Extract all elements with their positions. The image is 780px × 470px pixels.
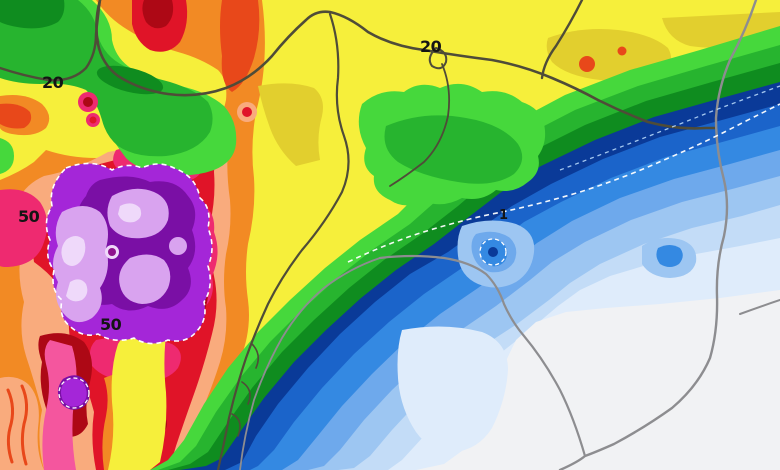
border-jordan-west xyxy=(239,257,381,470)
purple-blob-outline-dashed xyxy=(45,162,213,345)
orange-dot-large xyxy=(579,56,595,72)
bullseye3-core xyxy=(242,107,252,117)
contour-1mm-dashed xyxy=(347,103,780,263)
border-corner-east xyxy=(739,299,780,315)
pink-red-patch-west xyxy=(0,189,48,267)
north-center-green-blob xyxy=(358,83,546,206)
dark-red-patch-top xyxy=(142,0,174,29)
mustard-patch-a xyxy=(258,83,323,166)
small-purple-blob-south xyxy=(59,376,89,409)
pink-band-southwest xyxy=(42,340,77,470)
contour-labels: 20 20 50 50 1 xyxy=(18,37,508,334)
dashed-contours xyxy=(347,85,780,263)
blue-zone-details xyxy=(397,220,697,452)
dark-green-corner xyxy=(0,0,65,29)
border-north-descending xyxy=(540,0,584,80)
pale-lavender-streak-3 xyxy=(118,203,142,223)
lavender-blob-west xyxy=(53,206,108,323)
border-lebanon-cells xyxy=(231,343,260,437)
orange-dot-small xyxy=(617,46,627,56)
gradient-band-stack xyxy=(150,26,780,470)
lavender-blob-southeast xyxy=(119,254,171,304)
contour-label-50-west: 50 xyxy=(18,207,40,226)
border-syria-west xyxy=(216,12,350,470)
magenta-bullseye-dot xyxy=(108,248,116,256)
pale-lavender-streak-2 xyxy=(66,279,88,302)
bullseye2-core xyxy=(89,116,97,124)
small-purple-dashed-ring xyxy=(58,377,90,409)
contour-label-20-north: 20 xyxy=(420,37,442,56)
red-orange-patch-top xyxy=(220,0,260,92)
border-jordan-east xyxy=(378,254,587,458)
bullseye1-core xyxy=(83,97,93,107)
orange-squiggles xyxy=(6,384,29,466)
contour-label-50-south: 50 xyxy=(100,315,122,334)
border-northwest-branch xyxy=(0,0,102,82)
border-turkey-syria xyxy=(95,0,718,130)
border-through-green-blob xyxy=(389,63,451,187)
yellow-coastal-strip xyxy=(108,316,168,470)
east-blue-core xyxy=(656,245,683,267)
zone-white-desert xyxy=(416,290,780,470)
lavender-spot-east xyxy=(169,237,187,255)
contour-label-1-center: 1 xyxy=(499,208,508,223)
contour-label-20-west: 20 xyxy=(42,73,64,92)
small-bullseyes xyxy=(78,92,257,127)
green-sliver-west-edge xyxy=(0,138,14,174)
contour-cyan-dashed xyxy=(559,85,780,171)
northwest-green-zone xyxy=(0,0,237,176)
faint-blue-tongue xyxy=(397,326,508,452)
purple-max-core xyxy=(45,162,213,410)
border-small-loop xyxy=(428,47,448,70)
rain-spot-dashed-ring xyxy=(479,238,507,266)
pale-lavender-streak-1 xyxy=(61,236,86,266)
rain-spot-core xyxy=(488,247,498,257)
deep-orange-core-west xyxy=(0,103,32,129)
border-iraq-vertical xyxy=(558,0,758,470)
